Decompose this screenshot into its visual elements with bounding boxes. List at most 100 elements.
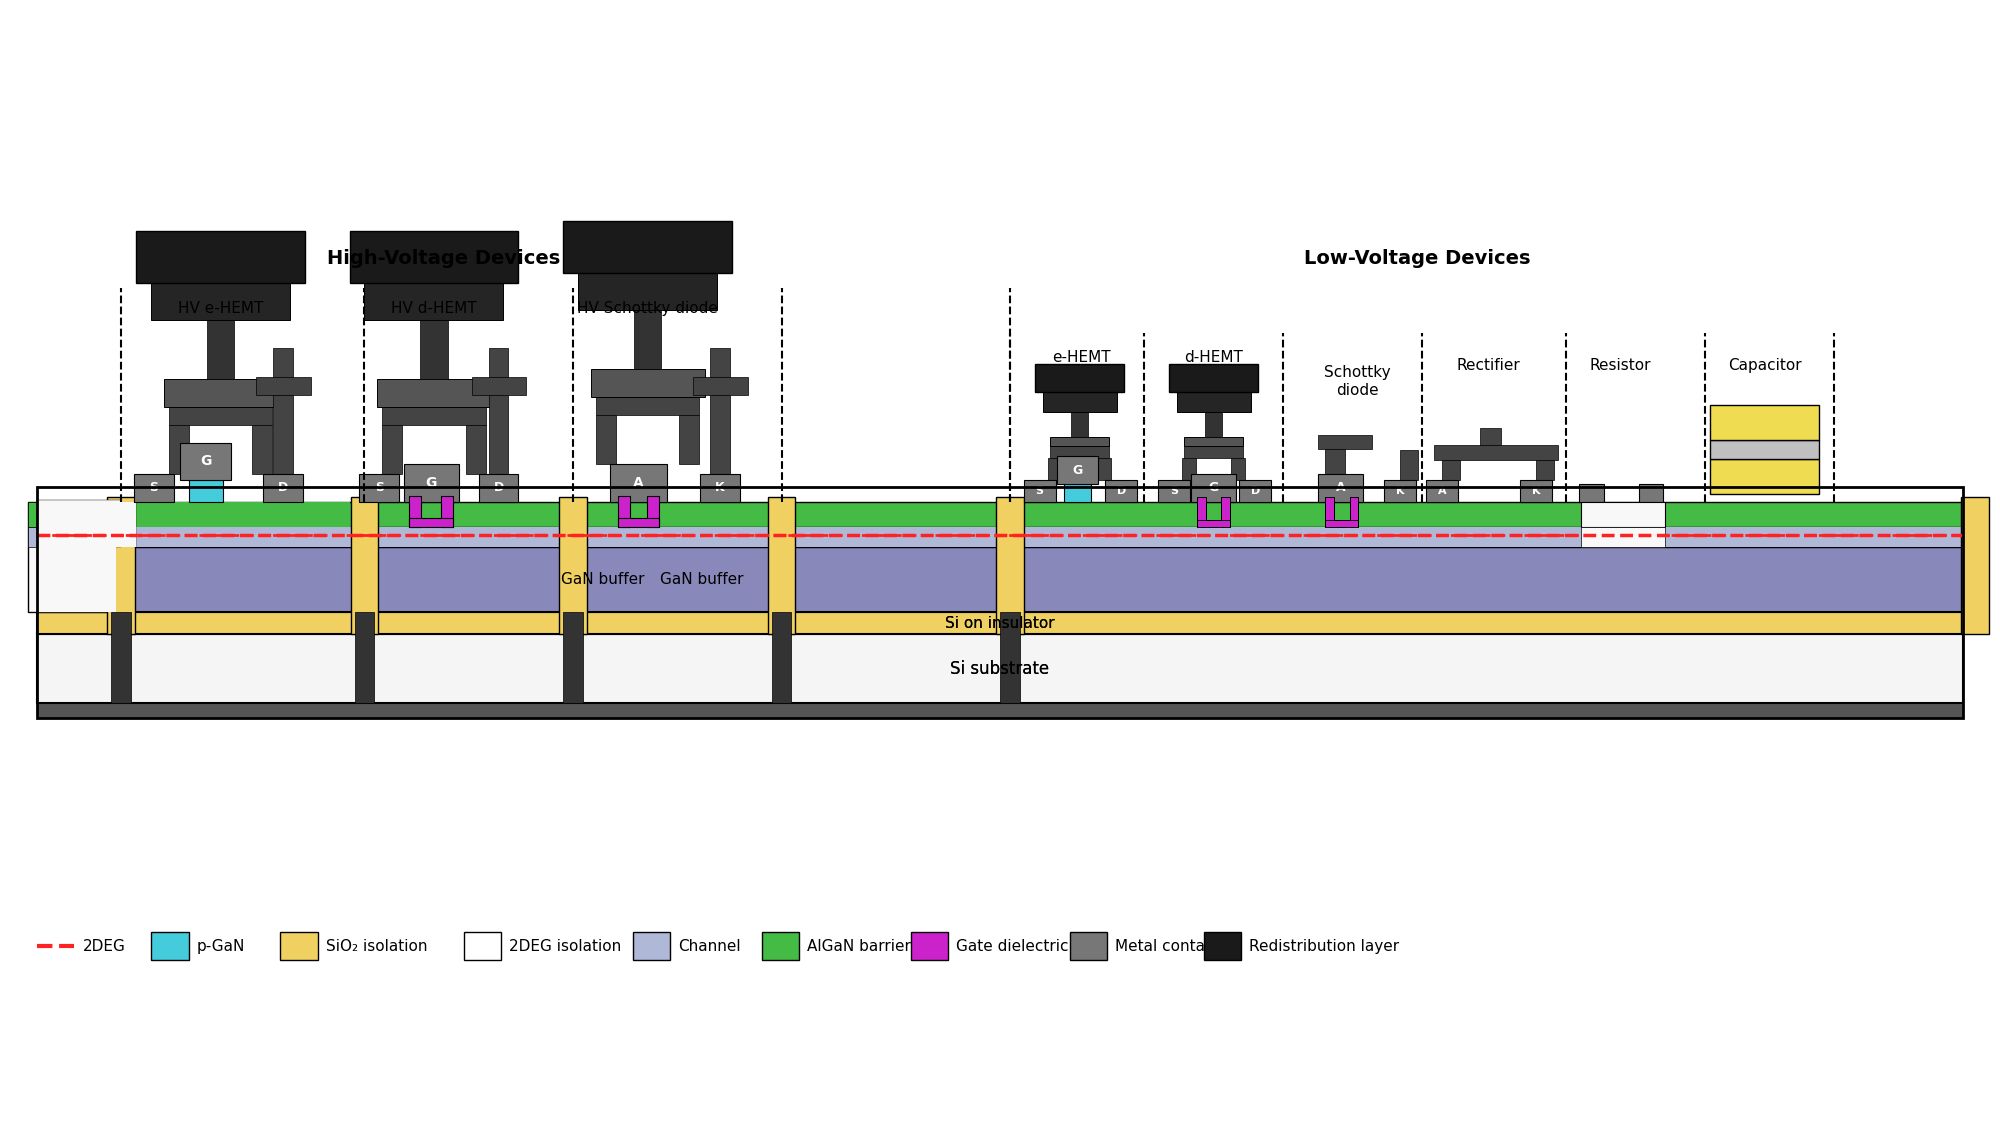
Text: A: A xyxy=(1438,486,1446,496)
Polygon shape xyxy=(910,933,948,960)
Polygon shape xyxy=(280,933,318,960)
Polygon shape xyxy=(188,480,224,502)
Text: A: A xyxy=(634,476,644,490)
Polygon shape xyxy=(1324,497,1334,528)
Text: A: A xyxy=(1336,482,1346,494)
Polygon shape xyxy=(252,425,272,474)
Polygon shape xyxy=(36,547,122,612)
Polygon shape xyxy=(1050,447,1110,458)
Polygon shape xyxy=(126,528,1964,547)
Text: D: D xyxy=(494,482,504,494)
Polygon shape xyxy=(1710,405,1820,440)
Text: Schottky
diode: Schottky diode xyxy=(1324,366,1390,398)
Polygon shape xyxy=(466,425,486,474)
Polygon shape xyxy=(1196,520,1230,528)
Polygon shape xyxy=(1710,459,1820,494)
Polygon shape xyxy=(112,612,132,703)
Text: High-Voltage Devices: High-Voltage Devices xyxy=(328,250,560,268)
Text: GaN buffer: GaN buffer xyxy=(562,573,644,587)
Polygon shape xyxy=(1184,447,1244,458)
Polygon shape xyxy=(404,465,458,502)
Text: S: S xyxy=(1036,486,1044,496)
Polygon shape xyxy=(1324,520,1358,528)
Polygon shape xyxy=(274,348,292,377)
Text: SiO₂ isolation: SiO₂ isolation xyxy=(326,938,428,954)
Polygon shape xyxy=(564,222,732,272)
Polygon shape xyxy=(996,497,1024,634)
Polygon shape xyxy=(710,395,730,474)
Text: G: G xyxy=(1072,464,1082,477)
Polygon shape xyxy=(150,282,290,320)
Polygon shape xyxy=(772,612,792,703)
Polygon shape xyxy=(36,502,1964,528)
Polygon shape xyxy=(1190,474,1236,502)
Polygon shape xyxy=(596,415,616,465)
Polygon shape xyxy=(36,528,1964,547)
Polygon shape xyxy=(420,319,448,379)
Polygon shape xyxy=(126,502,350,528)
Polygon shape xyxy=(1434,446,1558,460)
Polygon shape xyxy=(1400,450,1418,480)
Text: S: S xyxy=(1170,486,1178,496)
Polygon shape xyxy=(762,933,800,960)
Polygon shape xyxy=(28,528,108,547)
Polygon shape xyxy=(1042,393,1118,412)
Polygon shape xyxy=(36,547,116,612)
Polygon shape xyxy=(1580,502,1666,528)
Polygon shape xyxy=(488,348,508,377)
Polygon shape xyxy=(206,319,234,379)
Polygon shape xyxy=(1184,436,1244,447)
Polygon shape xyxy=(560,497,586,634)
Text: HV d-HEMT: HV d-HEMT xyxy=(392,300,476,316)
Polygon shape xyxy=(1056,457,1098,484)
Text: G: G xyxy=(200,455,212,468)
Text: Capacitor: Capacitor xyxy=(1728,358,1802,374)
Text: Channel: Channel xyxy=(678,938,740,954)
Polygon shape xyxy=(1384,480,1416,502)
Polygon shape xyxy=(1000,612,1020,703)
Polygon shape xyxy=(1324,449,1344,474)
Polygon shape xyxy=(350,497,378,634)
Polygon shape xyxy=(36,547,1964,612)
Text: D: D xyxy=(1116,486,1126,496)
Polygon shape xyxy=(694,377,748,395)
Polygon shape xyxy=(618,496,630,528)
Text: GaN buffer: GaN buffer xyxy=(660,573,744,587)
Polygon shape xyxy=(1520,480,1552,502)
Text: D: D xyxy=(1250,486,1260,496)
Text: Resistor: Resistor xyxy=(1590,358,1652,374)
Polygon shape xyxy=(578,272,716,311)
Text: Si substrate: Si substrate xyxy=(950,659,1050,677)
Polygon shape xyxy=(700,474,740,502)
Polygon shape xyxy=(632,933,670,960)
Polygon shape xyxy=(1580,528,1666,547)
Polygon shape xyxy=(136,231,304,282)
Polygon shape xyxy=(168,407,272,425)
Text: G: G xyxy=(1208,482,1218,494)
Text: p-GaN: p-GaN xyxy=(196,938,244,954)
Polygon shape xyxy=(36,502,136,547)
Polygon shape xyxy=(1222,497,1230,528)
Text: HV Schottky diode: HV Schottky diode xyxy=(578,300,718,316)
Polygon shape xyxy=(150,933,188,960)
Polygon shape xyxy=(28,502,108,612)
Polygon shape xyxy=(1204,933,1242,960)
Polygon shape xyxy=(28,502,108,528)
Polygon shape xyxy=(680,415,700,465)
Text: Rectifier: Rectifier xyxy=(1456,358,1520,374)
Polygon shape xyxy=(180,442,232,480)
Polygon shape xyxy=(1204,412,1222,436)
Polygon shape xyxy=(1480,428,1502,446)
Polygon shape xyxy=(1064,484,1092,502)
Polygon shape xyxy=(36,703,1964,718)
Polygon shape xyxy=(1638,484,1664,502)
Polygon shape xyxy=(1182,458,1196,480)
Polygon shape xyxy=(274,395,292,474)
Polygon shape xyxy=(1050,436,1110,447)
Text: AlGaN barrier: AlGaN barrier xyxy=(808,938,912,954)
Polygon shape xyxy=(488,395,508,474)
Text: K: K xyxy=(1396,486,1404,496)
Polygon shape xyxy=(1098,458,1112,480)
Polygon shape xyxy=(710,348,730,377)
Polygon shape xyxy=(378,379,492,407)
